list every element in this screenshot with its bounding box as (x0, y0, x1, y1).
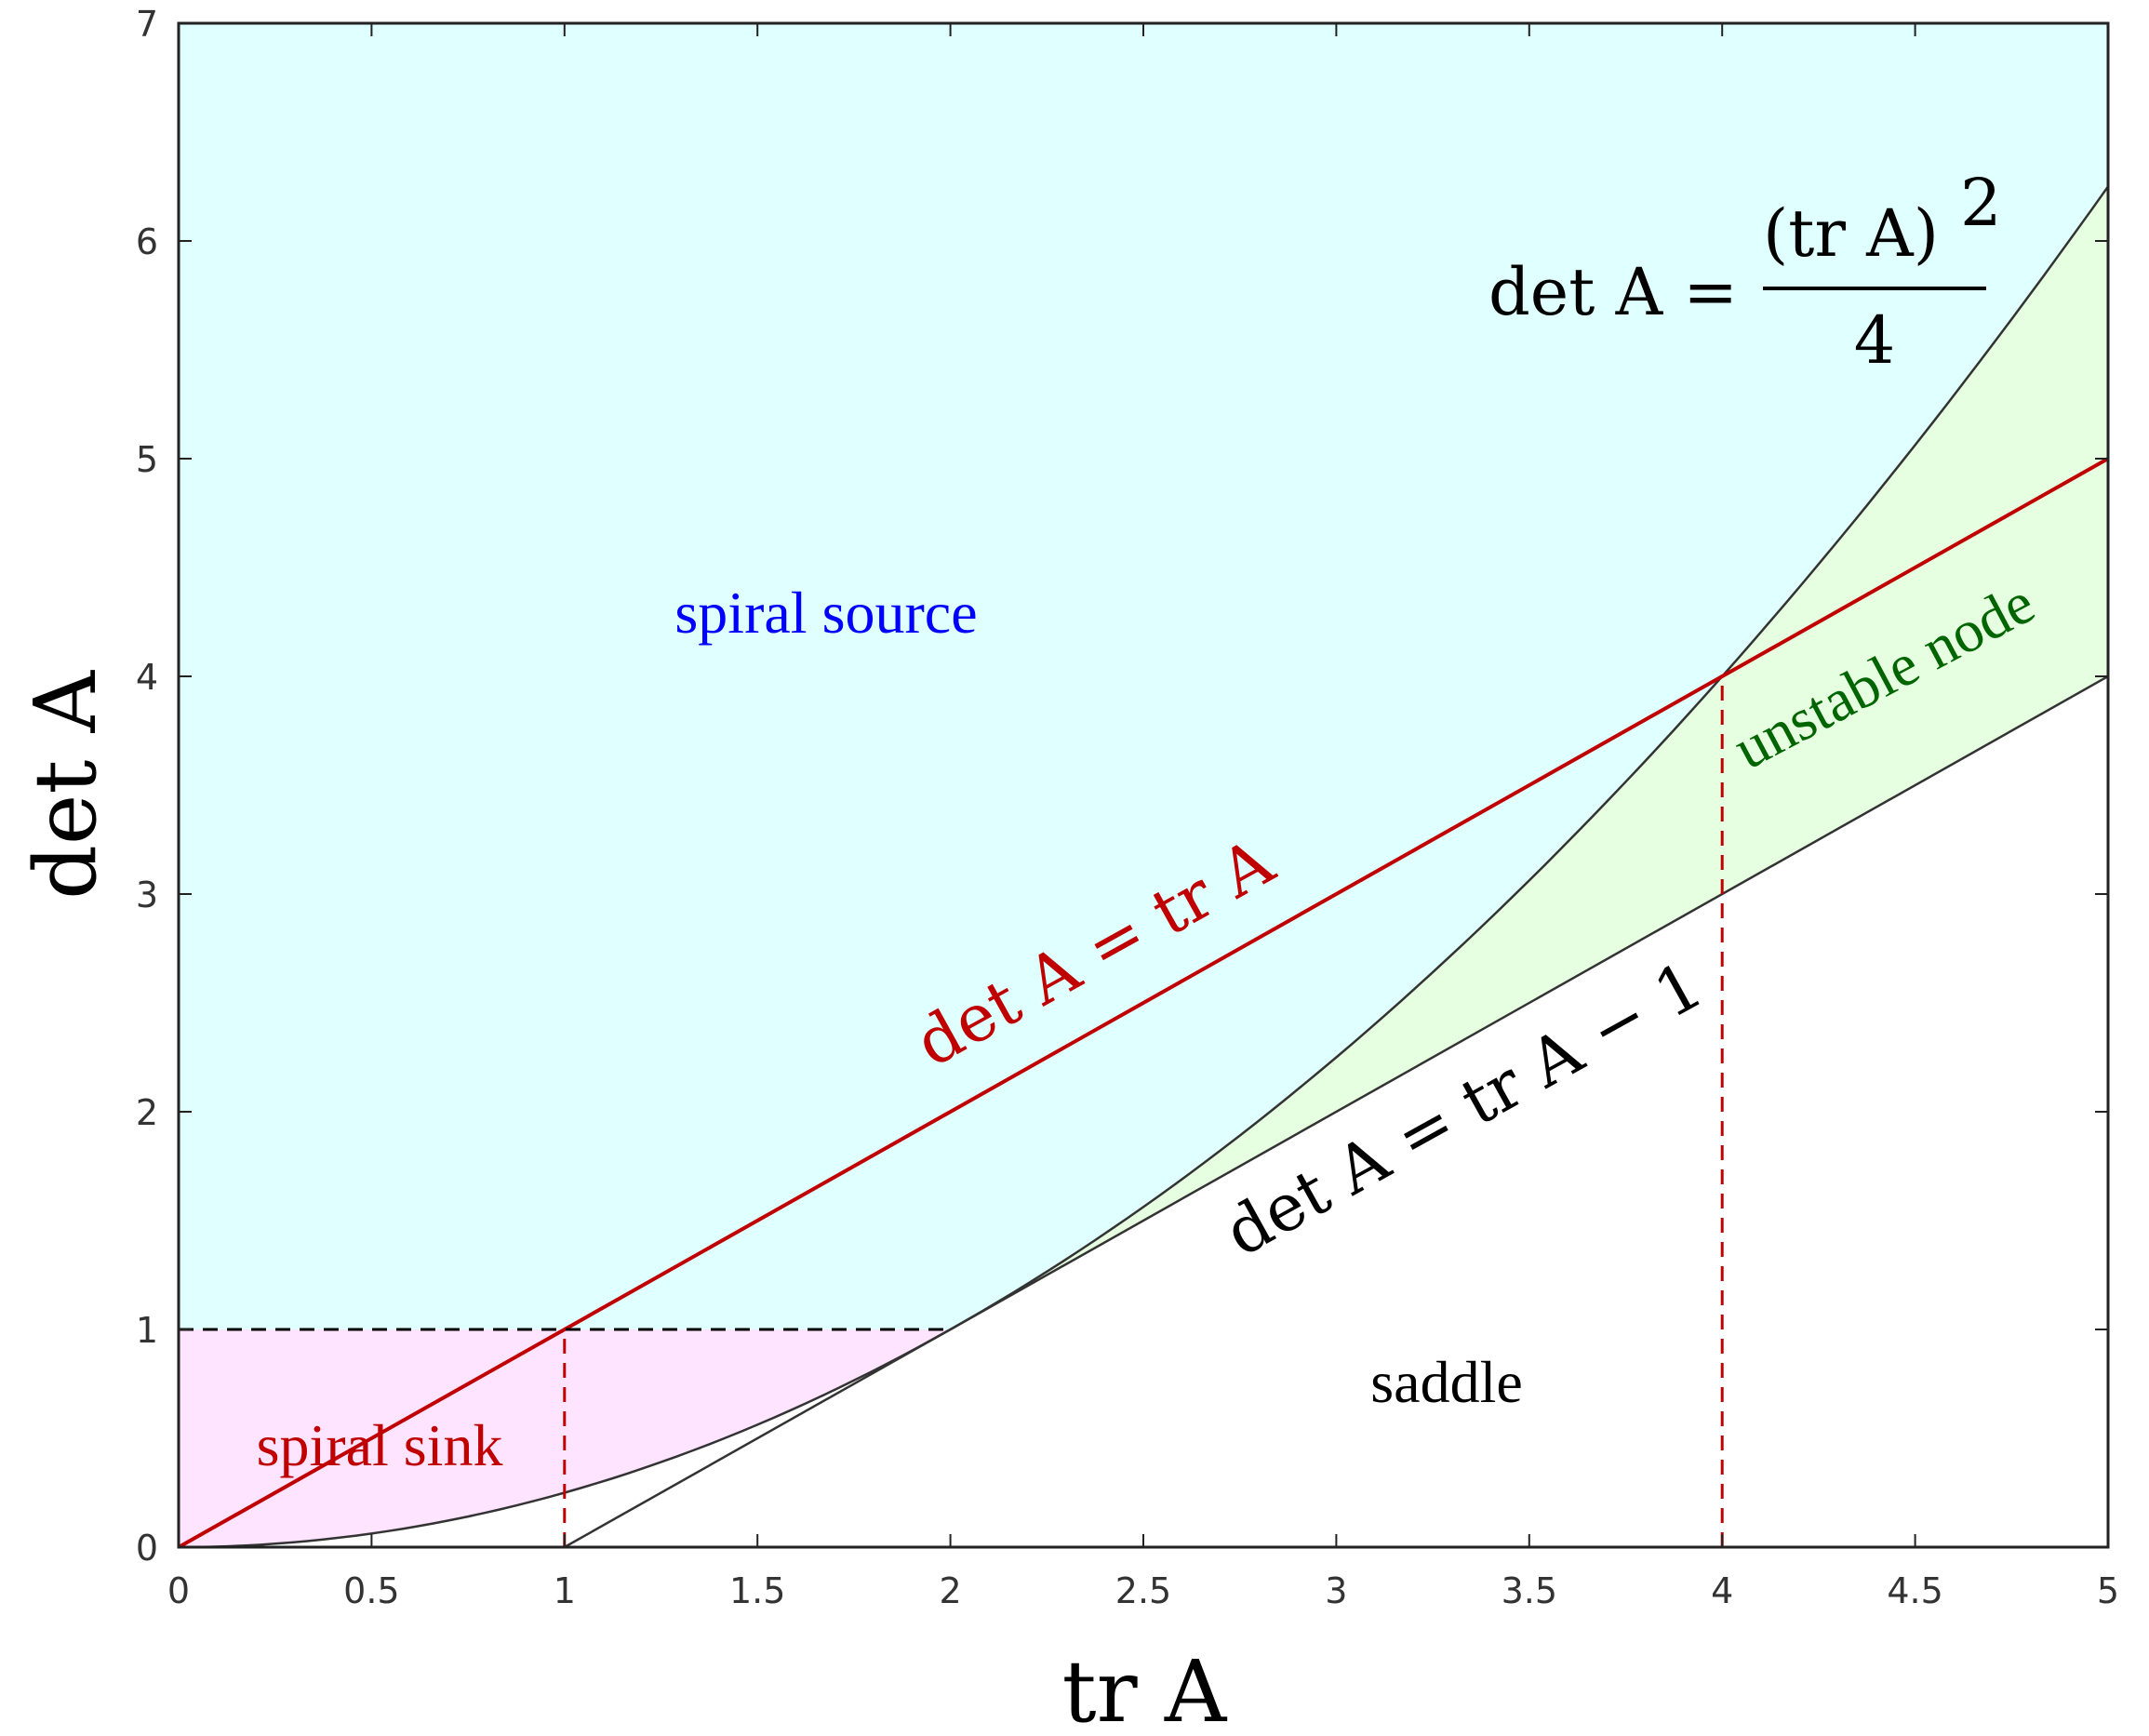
spiral-source-label: spiral source (674, 580, 977, 646)
y-tick-label: 7 (136, 4, 158, 45)
y-tick-label: 1 (136, 1310, 158, 1351)
x-tick-label: 5 (2097, 1570, 2119, 1611)
y-axis-title: det A (16, 669, 115, 900)
series-2-line (564, 674, 2108, 1547)
x-tick-label: 4.5 (1887, 1570, 1942, 1611)
x-tick-label: 3.5 (1502, 1570, 1557, 1611)
y-tick-label: 5 (136, 439, 158, 480)
saddle-label: saddle (1370, 1349, 1523, 1415)
x-tick-label: 0.5 (343, 1570, 399, 1611)
unstable-node-region (950, 186, 2108, 1329)
x-tick-label: 4 (1711, 1570, 1733, 1611)
x-tick-label: 1 (554, 1570, 576, 1611)
formula-numerator: (tr A) (1763, 195, 1939, 272)
y-tick-label: 3 (136, 875, 158, 915)
series-1-line (179, 457, 2108, 1547)
x-tick-label: 2.5 (1115, 1570, 1171, 1611)
parabola-formula: det A = (tr A) 2 4 (1488, 165, 2002, 379)
y-tick-label: 2 (136, 1092, 158, 1133)
formula-denominator: 4 (1854, 302, 1896, 379)
x-tick-label: 2 (940, 1570, 962, 1611)
series-0-line (179, 185, 2108, 1547)
y-axis: 0 1 2 3 4 5 6 7 (136, 4, 2108, 1569)
x-tick-label: 3 (1325, 1570, 1347, 1611)
x-tick-label: 1.5 (729, 1570, 785, 1611)
x-tick-label: 0 (167, 1570, 190, 1611)
y-tick-label: 6 (136, 221, 158, 262)
y-tick-label: 4 (136, 657, 158, 698)
spiral-source-region (179, 23, 2108, 1329)
x-axis-title: tr A (1062, 1642, 1228, 1736)
x-axis: 0 0.5 1 1.5 2 2.5 3 3.5 4 4.5 5 (167, 23, 2119, 1611)
formula-lhs: det A = (1488, 254, 1738, 330)
formula-exponent: 2 (1960, 165, 2002, 241)
y-tick-label: 0 (136, 1528, 158, 1569)
curves-layer (179, 185, 2108, 1547)
spiral-sink-label: spiral sink (257, 1412, 503, 1478)
